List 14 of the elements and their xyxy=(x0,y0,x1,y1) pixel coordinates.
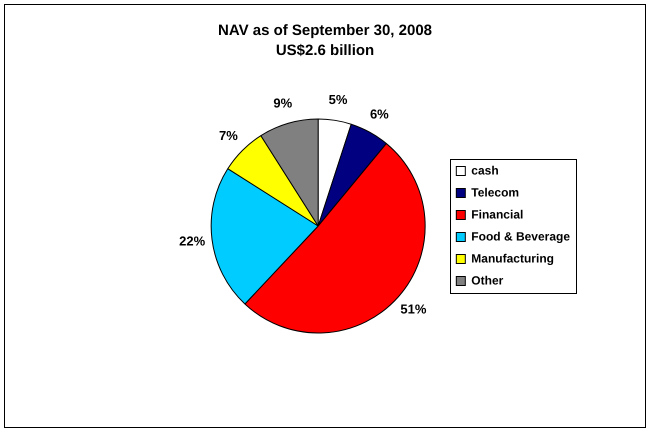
data-label: 6% xyxy=(370,106,390,122)
data-label: 9% xyxy=(273,96,293,111)
legend-label: Other xyxy=(471,273,504,288)
data-label: 7% xyxy=(218,128,238,143)
chart-title: NAV as of September 30, 2008 xyxy=(218,22,432,40)
legend-label: Financial xyxy=(471,207,524,222)
data-label: 51% xyxy=(400,302,427,317)
data-label: 22% xyxy=(179,233,206,248)
legend-label: Manufacturing xyxy=(471,251,554,266)
chart-subtitle: US$2.6 billion xyxy=(276,42,374,60)
legend-label: cash xyxy=(471,163,499,178)
legend-label: Food & Beverage xyxy=(471,229,570,244)
data-label: 5% xyxy=(328,92,348,108)
legend-label: Telecom xyxy=(471,185,520,200)
